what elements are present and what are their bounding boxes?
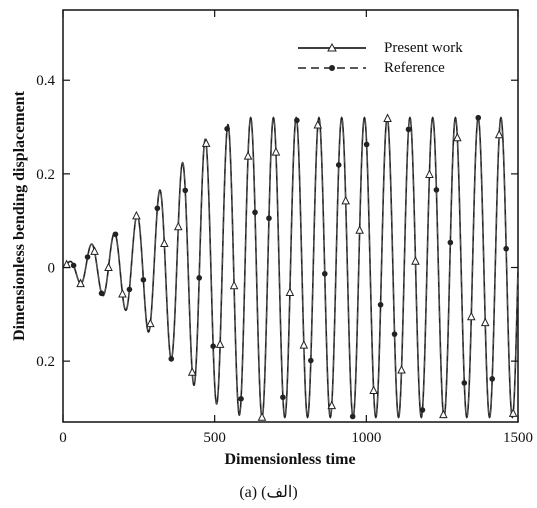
series-marker-reference: [70, 262, 77, 269]
series-marker-reference: [377, 301, 384, 308]
series-marker-present-work: [271, 146, 281, 156]
series-marker-reference: [84, 254, 91, 260]
series-marker-reference: [405, 126, 412, 133]
series-marker-present-work: [466, 311, 476, 321]
x-tick-label: 1500: [503, 430, 533, 446]
series-marker-reference: [433, 187, 440, 193]
series-marker-reference: [419, 407, 426, 413]
legend-label-present-work: Present work: [384, 40, 463, 56]
series-marker-present-work: [411, 256, 420, 265]
series-marker-present-work: [299, 339, 309, 349]
figure-caption: (a) (الف): [239, 484, 298, 501]
legend-marker-triangle: [327, 42, 337, 52]
series-marker-reference: [308, 357, 314, 364]
plot-frame: [62, 9, 519, 423]
series-marker-present-work: [118, 288, 127, 298]
series-marker-present-work: [146, 318, 155, 328]
series-marker-reference: [210, 343, 216, 350]
series-marker-present-work: [90, 246, 99, 255]
legend-label-reference: Reference: [384, 60, 445, 76]
series-marker-reference: [224, 126, 230, 132]
series-marker-present-work: [341, 195, 351, 205]
series-marker-present-work: [369, 385, 378, 395]
series-marker-present-work: [453, 132, 462, 142]
series-marker-reference: [196, 275, 202, 281]
series-marker-reference: [168, 356, 175, 362]
series-marker-present-work: [215, 339, 225, 348]
series-marker-present-work: [494, 129, 504, 139]
series-marker-present-work: [425, 169, 434, 178]
series-marker-reference: [475, 114, 482, 121]
series-marker-present-work: [285, 287, 295, 296]
series-marker-reference: [252, 209, 258, 216]
series-marker-reference: [238, 396, 244, 402]
y-axis-label: Dimensionless bending displacement: [11, 90, 28, 340]
series-line-reference: [62, 116, 519, 419]
y-tick-label: 0.4: [36, 73, 55, 89]
series-marker-present-work: [160, 238, 169, 248]
legend: Present work Reference: [298, 40, 463, 76]
x-tick-label: 1000: [351, 430, 381, 446]
series-marker-present-work: [397, 364, 406, 374]
series-marker-present-work: [229, 280, 239, 290]
series-marker-reference: [266, 215, 272, 222]
series-marker-present-work: [439, 409, 448, 419]
y-tick-label: 0.2: [36, 167, 55, 183]
series-marker-present-work: [76, 278, 85, 288]
series-marker-reference: [363, 141, 370, 148]
series-marker-reference: [391, 331, 398, 337]
series-marker-present-work: [313, 119, 323, 129]
series-marker-reference: [461, 380, 468, 386]
series-marker-reference: [349, 413, 356, 420]
x-tick-label: 500: [203, 430, 226, 446]
series-marker-present-work: [383, 113, 392, 123]
series-marker-present-work: [327, 400, 337, 410]
series-marker-reference: [280, 394, 286, 401]
chart-svg: 0 500 1000 1500 0.2 0 0.2 0.4 Present work Refe…: [11, 9, 533, 468]
series-marker-reference: [447, 239, 454, 246]
x-tick-label: 0: [59, 430, 67, 446]
y-tick-label: 0: [48, 261, 56, 277]
series-marker-reference: [321, 270, 328, 277]
y-tick-label: 0.2: [36, 354, 55, 370]
series-marker-present-work: [243, 151, 253, 160]
series-marker-present-work: [480, 317, 490, 327]
series-marker-present-work: [173, 221, 183, 231]
series-marker-reference: [112, 231, 119, 238]
series-marker-reference: [182, 187, 189, 194]
series-marker-present-work: [132, 210, 141, 220]
series-marker-reference: [98, 290, 105, 297]
series-marker-reference: [154, 205, 161, 212]
series-marker-reference: [503, 245, 509, 252]
series-marker-reference: [140, 277, 147, 283]
series-marker-reference: [489, 376, 496, 382]
legend-marker-circle: [329, 65, 335, 71]
series-marker-present-work: [104, 262, 113, 271]
series-marker-present-work: [257, 412, 267, 421]
series-marker-reference: [294, 117, 300, 124]
series-marker-present-work: [201, 138, 211, 147]
x-axis-label: Dimensionless time: [224, 451, 355, 468]
series-marker-present-work: [187, 367, 197, 376]
series-marker-present-work: [508, 408, 518, 417]
series-marker-present-work: [355, 225, 364, 234]
series-marker-reference: [126, 286, 133, 293]
series-marker-reference: [335, 162, 342, 168]
